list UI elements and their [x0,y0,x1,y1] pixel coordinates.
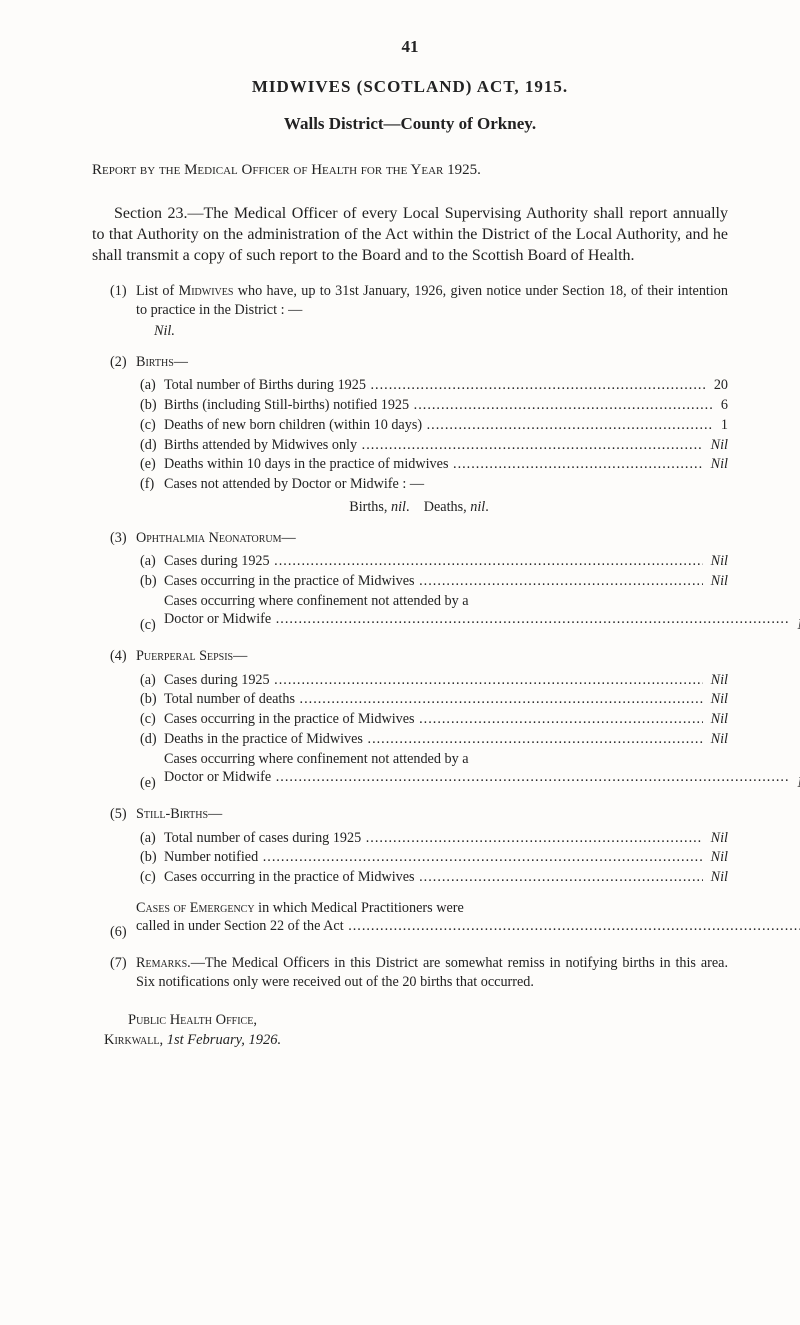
section-5: (5) Still-Births— (a)Total number of cas… [110,805,728,887]
section-3-num: (3) [110,529,136,548]
list-item: (b)Number notifiedNil [140,848,728,867]
section-2-tail: Births, nil. Deaths, nil. [110,498,728,517]
list-item: (b)Total number of deathsNil [140,690,728,709]
section-3: (3) Ophthalmia Neonatorum— (a)Cases duri… [110,529,728,635]
section-3-title: Ophthalmia Neonatorum— [136,529,296,548]
section-6-rest: in which Medical Practitioners were [255,900,464,916]
signature-line-2: Kirkwall, 1st February, 1926. [104,1031,728,1050]
list-item: (e) Cases occurring where confinement no… [140,750,728,793]
signature-block: Public Health Office, Kirkwall, 1st Febr… [128,1011,728,1049]
section-2-items: (a)Total number of Births during 192520 … [140,376,728,493]
section-4-title: Puerperal Sepsis— [136,647,247,666]
list-item: (c)Cases occurring in the practice of Mi… [140,868,728,887]
list-item: (f)Cases not attended by Doctor or Midwi… [140,475,728,494]
title-line-1: MIDWIVES (SCOTLAND) ACT, 1915. [92,76,728,98]
section-2: (2) Births— (a)Total number of Births du… [110,353,728,517]
section-7-text: —The Medical Officers in this District a… [136,955,728,990]
page-number: 41 [92,36,728,58]
list-item: (b)Births (including Still-births) notif… [140,396,728,415]
section-5-title: Still-Births— [136,805,222,824]
section-7-lead: Remarks. [136,955,191,971]
list-item: (c) Cases occurring where confinement no… [140,592,728,635]
report-line: Report by the Medical Officer of Health … [92,161,728,181]
section-1-nil: Nil. [154,323,175,339]
section-1-num: (1) [110,282,136,319]
list-item: (c)Deaths of new born children (within 1… [140,416,728,435]
section-3-items: (a)Cases during 1925Nil (b)Cases occurri… [140,552,728,635]
section-7-num: (7) [110,954,136,991]
section-1-text-prefix: List of [136,283,179,299]
section-4: (4) Puerperal Sepsis— (a)Cases during 19… [110,647,728,793]
section-2-title: Births— [136,353,188,372]
section-5-items: (a)Total number of cases during 1925Nil … [140,829,728,887]
section-1: (1) List of Midwives who have, up to 31s… [110,282,728,340]
list-item: (e)Deaths within 10 days in the practice… [140,455,728,474]
intro-paragraph: Section 23.—The Medical Officer of every… [92,203,728,266]
section-2-num: (2) [110,353,136,372]
title-line-2: Walls District—County of Orkney. [92,113,728,135]
section-1-text-sc: Midwives [179,283,234,299]
list-item: (a)Total number of Births during 192520 [140,376,728,395]
list-item: (d)Births attended by Midwives onlyNil [140,436,728,455]
list-item: (a)Cases during 1925Nil [140,552,728,571]
signature-line-1: Public Health Office, [128,1011,728,1030]
section-4-num: (4) [110,647,136,666]
list-item: (a)Cases during 1925Nil [140,671,728,690]
section-7: (7) Remarks.—The Medical Officers in thi… [110,954,728,991]
section-6-lead: Cases of Emergency [136,900,255,916]
list-item: (d)Deaths in the practice of MidwivesNil [140,730,728,749]
list-item: (b)Cases occurring in the practice of Mi… [140,572,728,591]
list-item: (a)Total number of cases during 1925Nil [140,829,728,848]
page: 41 MIDWIVES (SCOTLAND) ACT, 1915. Walls … [0,0,800,1325]
list-item: (c)Cases occurring in the practice of Mi… [140,710,728,729]
section-6: (6) Cases of Emergency in which Medical … [110,899,728,942]
section-5-num: (5) [110,805,136,824]
section-4-items: (a)Cases during 1925Nil (b)Total number … [140,671,728,793]
